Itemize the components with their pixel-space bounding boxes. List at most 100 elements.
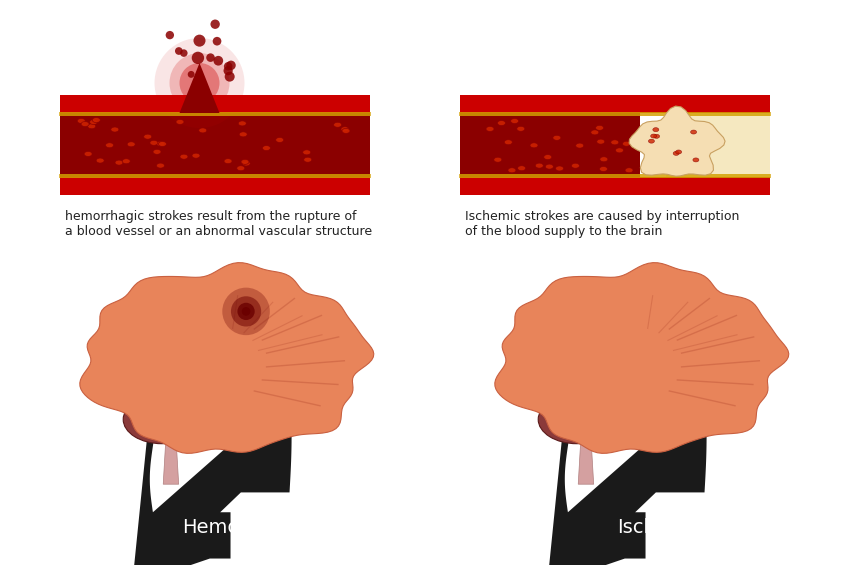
Ellipse shape: [555, 166, 564, 171]
Text: Ischemic strokes are caused by interruption
of the blood supply to the brain: Ischemic strokes are caused by interrupt…: [465, 210, 739, 238]
Circle shape: [192, 51, 204, 64]
Ellipse shape: [611, 140, 619, 145]
Ellipse shape: [341, 127, 349, 132]
Polygon shape: [578, 436, 594, 484]
Text: Hemorrhagic: Hemorrhagic: [182, 518, 308, 537]
Circle shape: [213, 37, 221, 46]
Ellipse shape: [595, 125, 604, 131]
Polygon shape: [113, 301, 317, 565]
Circle shape: [165, 31, 174, 40]
Ellipse shape: [156, 141, 165, 146]
Ellipse shape: [84, 151, 92, 157]
Ellipse shape: [649, 139, 655, 143]
Circle shape: [224, 66, 232, 75]
Circle shape: [196, 71, 203, 77]
Ellipse shape: [143, 134, 152, 139]
Ellipse shape: [576, 143, 583, 148]
Circle shape: [224, 62, 232, 71]
Ellipse shape: [87, 124, 96, 129]
Ellipse shape: [616, 148, 623, 153]
Ellipse shape: [150, 140, 158, 145]
Ellipse shape: [127, 142, 135, 147]
Ellipse shape: [535, 163, 544, 168]
Ellipse shape: [304, 157, 312, 162]
Ellipse shape: [553, 136, 561, 140]
Ellipse shape: [538, 395, 616, 444]
Ellipse shape: [90, 120, 98, 124]
Ellipse shape: [157, 163, 165, 168]
Ellipse shape: [224, 159, 232, 164]
Circle shape: [180, 49, 187, 57]
Ellipse shape: [517, 166, 526, 171]
Ellipse shape: [239, 132, 248, 137]
Ellipse shape: [508, 168, 516, 173]
Ellipse shape: [303, 150, 310, 155]
Ellipse shape: [600, 157, 608, 162]
Circle shape: [222, 288, 270, 335]
Circle shape: [226, 60, 236, 70]
Ellipse shape: [494, 157, 502, 162]
Ellipse shape: [81, 121, 89, 127]
Ellipse shape: [572, 163, 579, 168]
Polygon shape: [80, 263, 374, 453]
Circle shape: [154, 38, 244, 128]
Polygon shape: [163, 436, 179, 484]
Circle shape: [214, 56, 223, 66]
FancyBboxPatch shape: [460, 177, 770, 195]
FancyBboxPatch shape: [60, 113, 370, 177]
Ellipse shape: [105, 143, 114, 147]
FancyBboxPatch shape: [60, 95, 370, 113]
Ellipse shape: [690, 130, 696, 134]
Ellipse shape: [262, 146, 271, 150]
Ellipse shape: [192, 153, 200, 158]
Ellipse shape: [159, 141, 166, 146]
Ellipse shape: [333, 122, 342, 127]
Circle shape: [187, 71, 194, 78]
Circle shape: [193, 34, 205, 47]
Ellipse shape: [622, 141, 630, 146]
Ellipse shape: [111, 127, 119, 132]
FancyBboxPatch shape: [460, 95, 770, 113]
Ellipse shape: [498, 120, 505, 125]
Ellipse shape: [96, 158, 104, 163]
Ellipse shape: [241, 159, 249, 164]
Text: hemorrhagic strokes result from the rupture of
a blood vessel or an abnormal vas: hemorrhagic strokes result from the rupt…: [65, 210, 372, 238]
Ellipse shape: [597, 139, 605, 144]
Ellipse shape: [342, 128, 350, 133]
Ellipse shape: [693, 158, 699, 162]
Ellipse shape: [176, 119, 184, 124]
Ellipse shape: [237, 166, 245, 171]
Ellipse shape: [673, 151, 679, 155]
Ellipse shape: [486, 127, 494, 132]
Ellipse shape: [243, 161, 250, 166]
Ellipse shape: [122, 159, 131, 164]
Ellipse shape: [115, 160, 123, 165]
FancyBboxPatch shape: [666, 113, 770, 177]
Circle shape: [237, 303, 254, 320]
Ellipse shape: [238, 121, 246, 126]
Polygon shape: [180, 63, 220, 113]
Circle shape: [231, 296, 261, 327]
Ellipse shape: [92, 118, 100, 123]
Polygon shape: [527, 301, 732, 565]
Ellipse shape: [198, 128, 207, 133]
Ellipse shape: [545, 164, 554, 169]
Circle shape: [225, 72, 235, 81]
Ellipse shape: [600, 167, 607, 172]
Ellipse shape: [650, 134, 656, 138]
Polygon shape: [629, 106, 725, 176]
Ellipse shape: [153, 149, 161, 154]
Circle shape: [175, 47, 182, 55]
Circle shape: [170, 53, 230, 113]
Circle shape: [242, 307, 250, 316]
FancyBboxPatch shape: [460, 113, 639, 177]
Ellipse shape: [625, 168, 633, 173]
Text: Ischemic: Ischemic: [617, 518, 703, 537]
FancyBboxPatch shape: [60, 177, 370, 195]
Ellipse shape: [123, 395, 200, 444]
Circle shape: [180, 63, 220, 103]
Ellipse shape: [180, 154, 188, 159]
Ellipse shape: [653, 128, 659, 132]
Ellipse shape: [510, 119, 519, 124]
Ellipse shape: [77, 119, 86, 123]
